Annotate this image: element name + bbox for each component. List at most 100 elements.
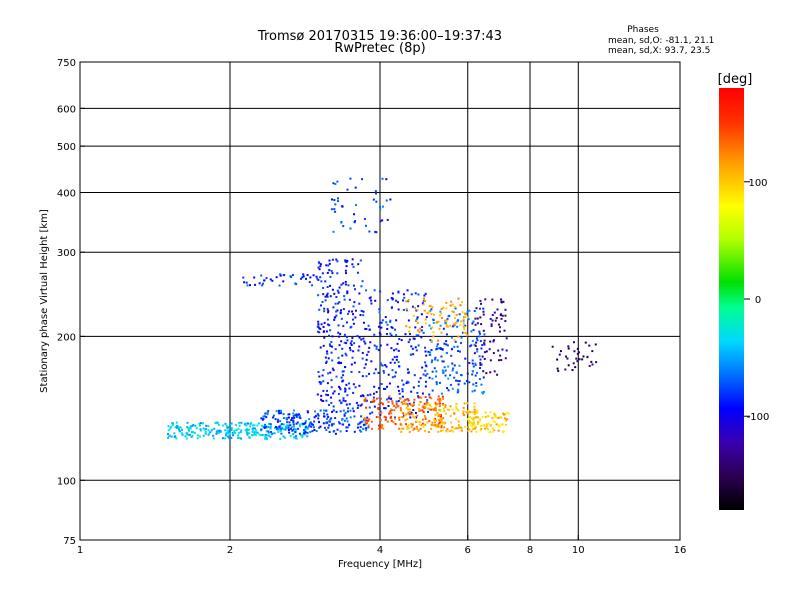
data-point (273, 432, 276, 435)
data-point (462, 322, 465, 325)
data-point (425, 354, 428, 357)
data-point (430, 423, 433, 426)
data-point (229, 432, 232, 435)
data-point (289, 424, 292, 427)
data-point (311, 430, 314, 433)
data-point (437, 395, 440, 398)
data-point (346, 312, 349, 315)
y-tick-label: 200 (57, 332, 76, 343)
data-point (337, 361, 340, 364)
y-tick-label: 400 (57, 188, 76, 199)
data-point (370, 420, 373, 423)
data-point (429, 351, 432, 354)
data-point (393, 409, 396, 412)
data-point (212, 427, 215, 430)
data-point (361, 357, 364, 360)
data-point (442, 407, 445, 410)
data-point (471, 359, 474, 362)
data-point (368, 328, 371, 331)
data-point (480, 347, 483, 350)
data-point (424, 369, 427, 372)
data-point (346, 394, 349, 397)
data-point (327, 311, 330, 314)
data-point (390, 296, 393, 299)
data-point (255, 429, 258, 432)
data-point (440, 392, 443, 395)
data-point (339, 387, 342, 390)
data-point (373, 289, 376, 292)
data-point (224, 429, 227, 432)
data-point (330, 198, 333, 201)
data-point (352, 383, 355, 386)
data-point (483, 358, 486, 361)
data-point (423, 423, 426, 426)
data-point (438, 381, 441, 384)
data-point (327, 357, 330, 360)
data-point (424, 361, 427, 364)
data-point (428, 376, 431, 379)
data-point (453, 305, 456, 308)
data-point (320, 323, 323, 326)
data-point (445, 319, 448, 322)
data-point (471, 425, 474, 428)
data-point (432, 424, 435, 427)
data-point (473, 412, 476, 415)
data-point (571, 369, 574, 372)
data-point (345, 417, 348, 420)
data-point (328, 343, 331, 346)
data-point (338, 421, 341, 424)
data-point (292, 415, 295, 418)
data-point (285, 417, 288, 420)
data-point (345, 261, 348, 264)
data-point (444, 404, 447, 407)
data-point (413, 374, 416, 377)
data-point (582, 355, 585, 358)
data-point (175, 426, 178, 429)
data-point (427, 410, 430, 413)
data-point (390, 306, 393, 309)
data-point (331, 288, 334, 291)
data-point (328, 430, 331, 433)
data-point (462, 406, 465, 409)
data-point (439, 413, 442, 416)
data-point (324, 280, 327, 283)
data-point (457, 383, 460, 386)
data-point (295, 435, 298, 438)
data-point (337, 392, 340, 395)
data-point (410, 422, 413, 425)
data-point (493, 311, 496, 314)
data-point (240, 421, 243, 424)
data-point (426, 399, 429, 402)
data-point (368, 418, 371, 421)
x-tick-label: 1 (77, 545, 83, 556)
data-point (225, 424, 228, 427)
data-point (326, 382, 329, 385)
data-point (382, 371, 385, 374)
data-point (439, 417, 442, 420)
data-point (449, 383, 452, 386)
data-point (319, 327, 322, 330)
data-point (243, 281, 246, 284)
data-point (188, 433, 191, 436)
data-point (293, 425, 296, 428)
data-point (237, 427, 240, 430)
data-point (330, 351, 333, 354)
data-point (369, 401, 372, 404)
data-point (380, 411, 383, 414)
data-point (402, 299, 405, 302)
data-point (444, 374, 447, 377)
data-point (445, 340, 448, 343)
data-point (340, 361, 343, 364)
data-point (449, 374, 452, 377)
data-point (387, 400, 390, 403)
data-point (275, 410, 278, 413)
data-point (485, 426, 488, 429)
data-point (409, 353, 412, 356)
data-point (441, 347, 444, 350)
data-point (586, 355, 589, 358)
data-point (287, 426, 290, 429)
data-point (334, 210, 337, 213)
data-point (226, 429, 229, 432)
data-point (434, 401, 437, 404)
data-point (447, 365, 450, 368)
